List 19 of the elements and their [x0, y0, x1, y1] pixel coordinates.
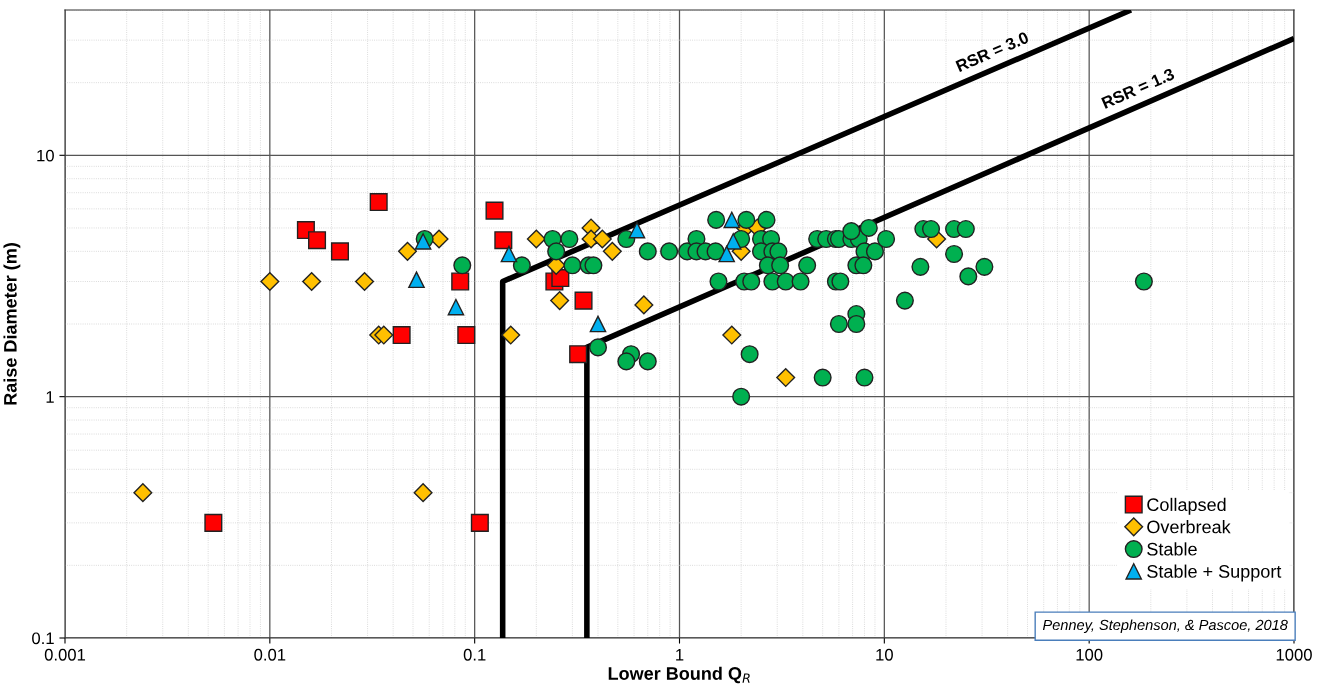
- annotation: Penney, Stephenson, & Pascoe, 2018: [1042, 619, 1288, 633]
- x-tick-label: 0.1: [463, 648, 486, 661]
- x-tick-label: 1000: [1276, 648, 1312, 661]
- y-axis-title: Raise Diameter (m): [3, 243, 21, 405]
- x-tick-label: 100: [1076, 648, 1103, 661]
- x-tick-label: 10: [876, 648, 893, 661]
- y-tick-label: 10: [37, 149, 54, 162]
- legend-label: Stable + Support: [1147, 564, 1282, 582]
- x-axis-title: Lower Bound Q$_{R}$: [608, 666, 750, 684]
- text: RSR = 3.0: [955, 31, 1030, 73]
- y-tick-label: 1: [46, 391, 54, 403]
- x-tick-label: 0.001: [44, 648, 86, 661]
- x-tick-label: 0.01: [254, 648, 286, 661]
- text: RSR = 1.3: [1101, 67, 1176, 109]
- legend-label: Collapsed: [1147, 497, 1226, 515]
- legend-label: Overbreak: [1147, 520, 1231, 534]
- y-tick-label: 0.1: [32, 632, 54, 645]
- x-tick-label: 1: [676, 649, 684, 661]
- legend-label: Stable: [1147, 542, 1197, 556]
